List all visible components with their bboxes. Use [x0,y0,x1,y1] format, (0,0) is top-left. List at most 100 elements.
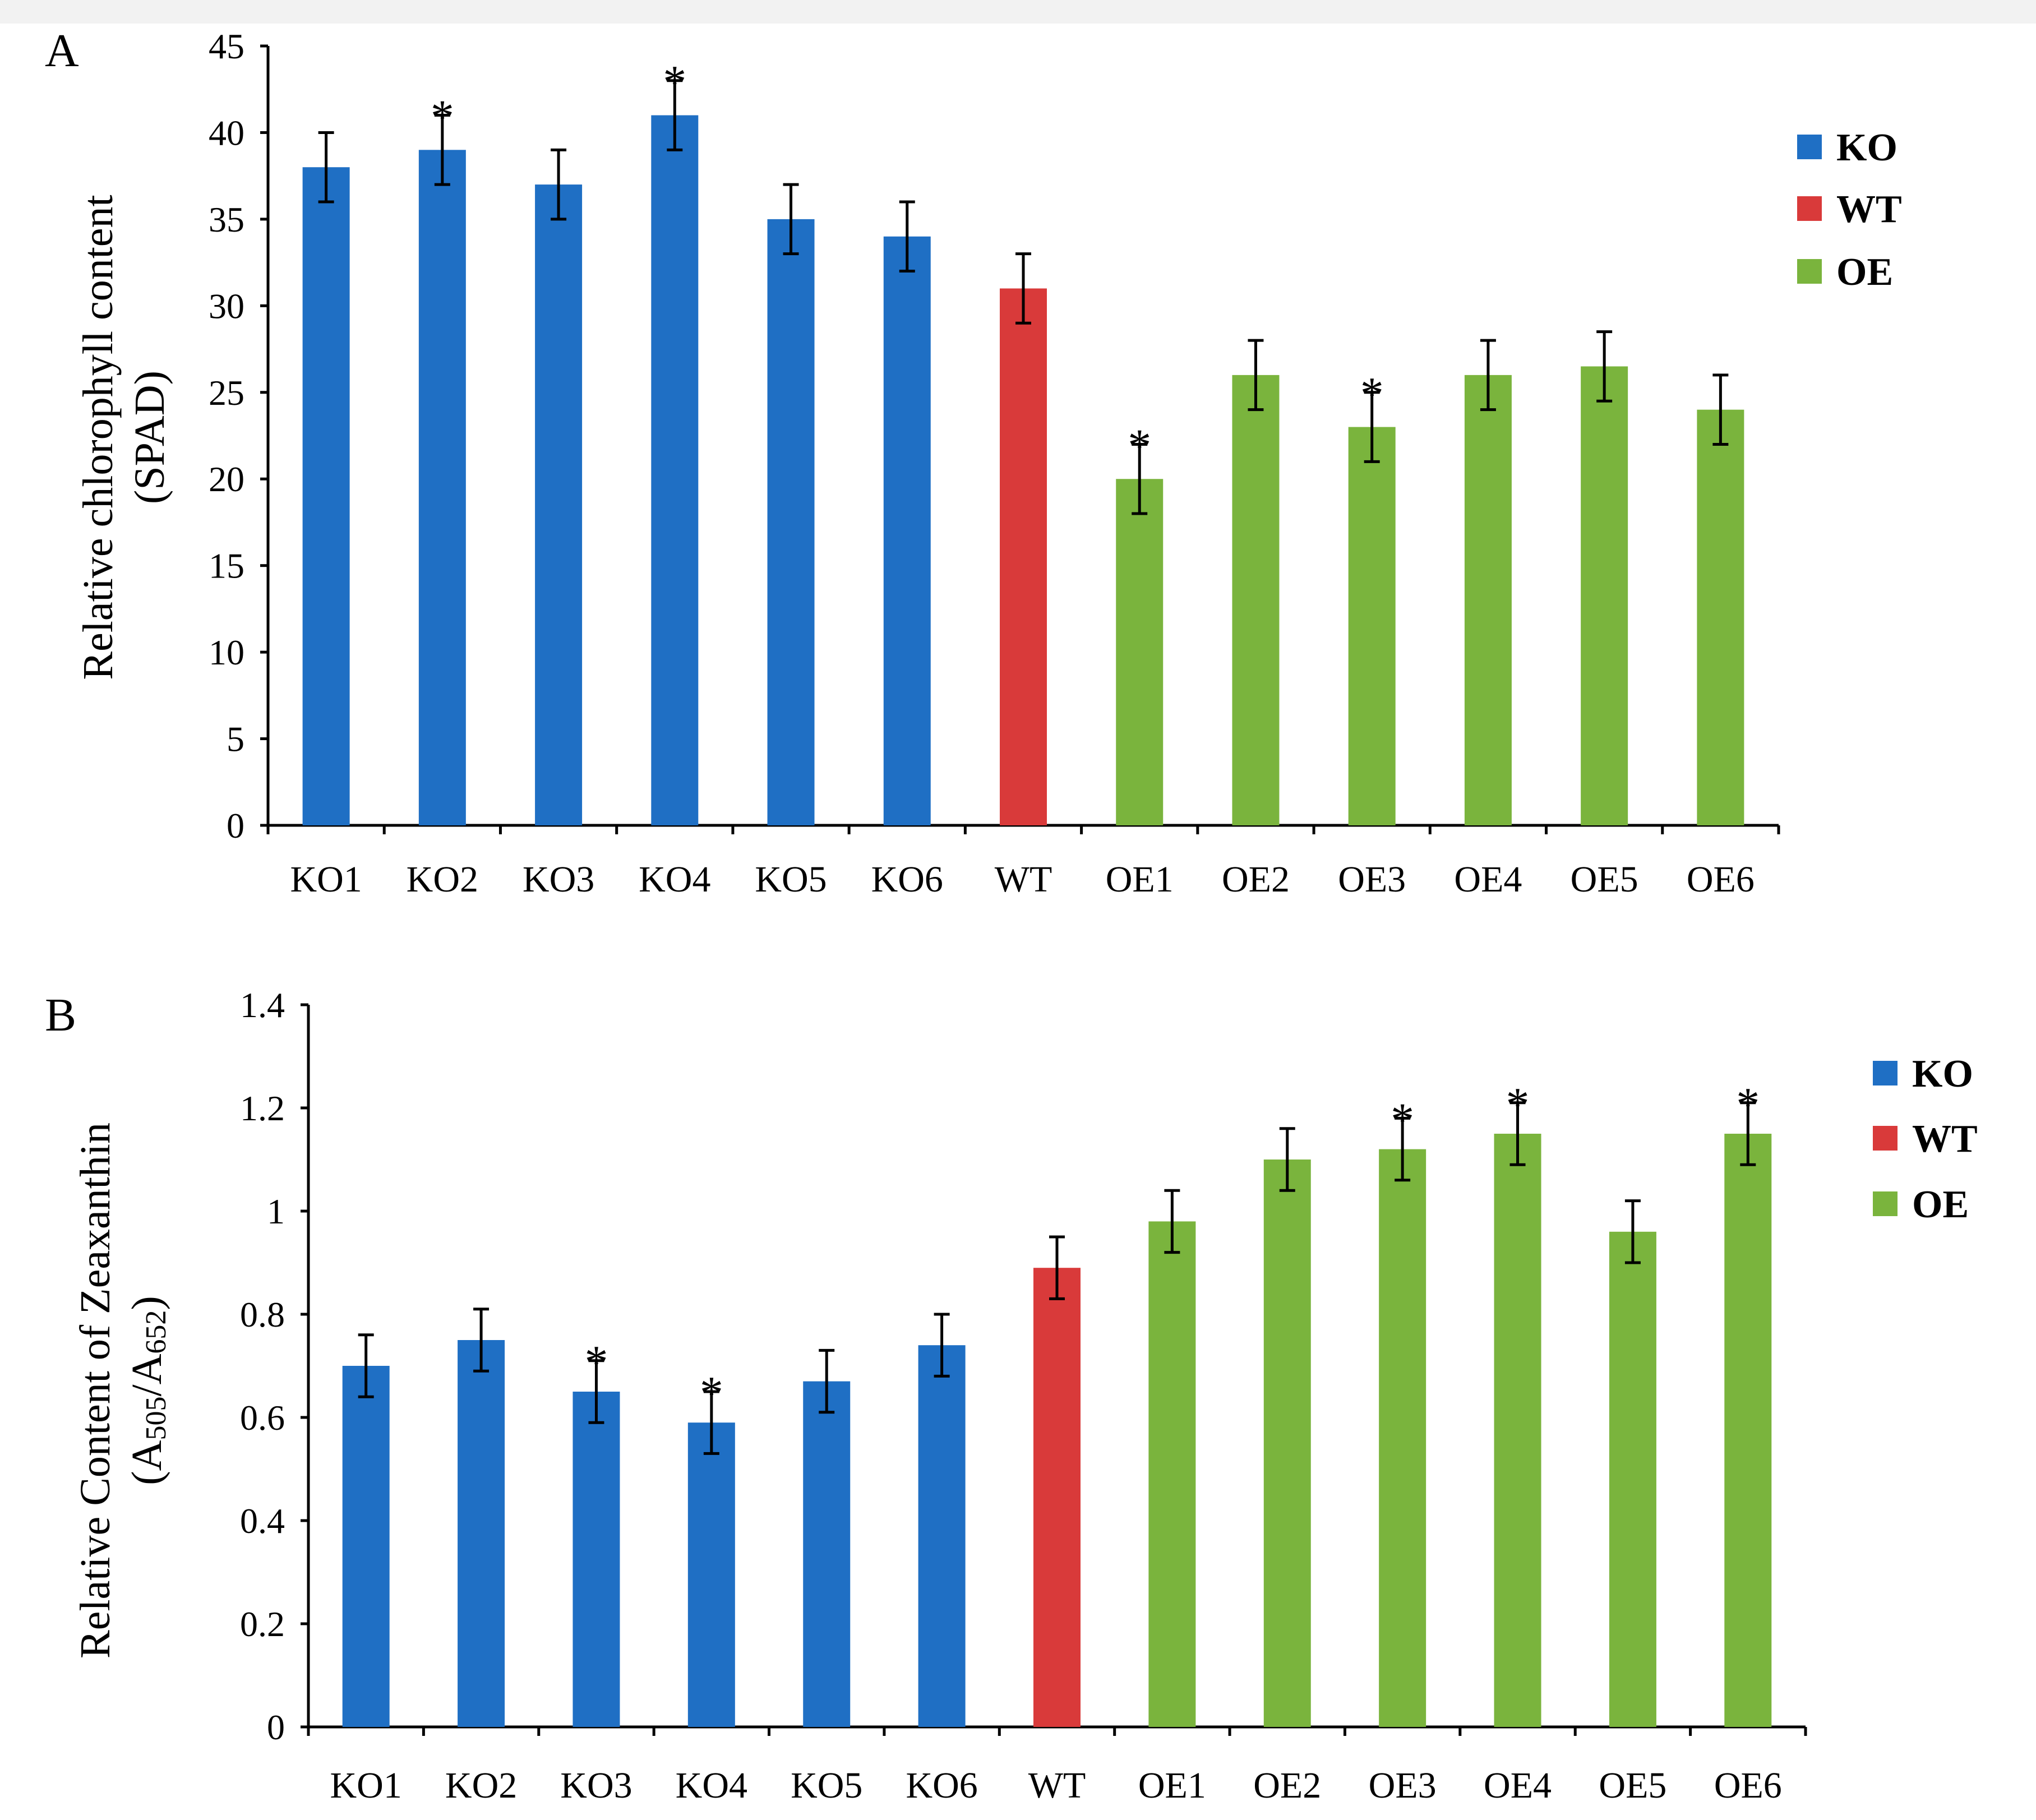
panel-b-category-label-ko5: KO5 [791,1765,862,1806]
panel-a-legend-label-wt: WT [1836,188,1902,231]
panel-a-ylabel-line1: Relative chlorophyll content [75,195,122,680]
ylabel-close: ) [123,1296,170,1310]
panel-b-bar-ko6 [918,1345,966,1727]
panel-b-legend-swatch-ko [1873,1061,1898,1085]
ylabel-open-a: (A [123,1440,170,1485]
panel-a-y-axis-title: Relative chlorophyll content (SPAD) [75,195,173,680]
panel-b-category-label-oe2: OE2 [1253,1765,1321,1806]
panel-b-bar-oe6 [1724,1134,1772,1727]
panel-b-legend-label-oe: OE [1912,1183,1969,1226]
panel-b-category-label-ko6: KO6 [906,1765,977,1806]
panel-a-category-label-ko4: KO4 [639,859,710,900]
panel-b-significance-star-oe4: * [1506,1078,1530,1130]
panel-b-y-tick-label: 0.6 [240,1398,285,1438]
panel-a-y-tick-label: 10 [209,632,244,672]
panel-b-y-tick-label: 0.4 [240,1501,285,1541]
panel-b-bar-ko5 [803,1381,851,1727]
panel-b-ylabel-line2: (A505/A652) [123,1296,172,1485]
panel-a-category-label-ko3: KO3 [523,859,594,900]
panel-b-y-axis-title: Relative Content of Zeaxanthin (A505/A65… [72,1123,172,1659]
panel-a-bar-ko5 [767,219,815,825]
panel-a-y-tick-label: 5 [227,719,244,759]
panel-b-category-label-ko2: KO2 [445,1765,517,1806]
panel-b-significance-star-ko4: * [700,1367,723,1419]
panel-a-category-label-oe4: OE4 [1454,859,1522,900]
panel-b-bar-ko4 [687,1422,735,1727]
panel-b-category-label-wt: WT [1028,1765,1086,1806]
panel-a-bar-oe6 [1697,409,1744,825]
panel-a-y-tick-label: 25 [209,373,244,413]
panel-b-y-tick-label: 1 [267,1191,285,1231]
panel-a-y-tick-label: 0 [227,806,244,846]
panel-b-category-label-oe4: OE4 [1484,1765,1552,1806]
panel-a-legend-label-ko: KO [1836,126,1898,169]
panel-a-category-label-oe3: OE3 [1338,859,1406,900]
panel-a-y-tick-label: 20 [209,459,244,499]
panel-a-bar-oe1 [1116,479,1164,825]
panel-a-bar-oe3 [1348,427,1396,825]
panel-b-category-label-ko4: KO4 [676,1765,747,1806]
panel-a-y-tick-label: 40 [209,113,244,153]
panel-b-legend-swatch-oe [1873,1191,1898,1216]
panel-b-legend-label-wt: WT [1912,1117,1978,1161]
panel-b-legend-label-ko: KO [1912,1052,1973,1096]
ylabel-sub-652: 652 [140,1310,172,1354]
panel-a-bar-ko4 [651,115,699,826]
panel-a-bar-wt [1000,288,1047,825]
panel-a-significance-star-oe3: * [1360,368,1384,420]
panel-a-legend-swatch-ko [1797,135,1822,159]
panel-b-bar-ko3 [573,1392,620,1727]
panel-a-category-label-wt: WT [995,859,1052,900]
panel-b-bar-oe2 [1263,1160,1311,1727]
panel-a-category-label-ko1: KO1 [290,859,362,900]
panel-a-legend-label-oe: OE [1836,251,1893,294]
panel-a-category-label-oe1: OE1 [1106,859,1174,900]
panel-a-y-tick-label: 45 [209,26,244,66]
panel-a-bar-oe2 [1232,375,1280,825]
panel-a-legend: KO WT OE [1797,126,1902,294]
ylabel-sub-505: 505 [140,1397,172,1440]
panel-a-bar-ko2 [418,150,466,825]
panel-b-category-label-oe5: OE5 [1599,1765,1666,1806]
panel-b-bar-wt [1033,1268,1081,1727]
panel-b-bar-oe1 [1148,1221,1196,1727]
panel-b-bar-ko1 [342,1366,390,1727]
panel-b-axes: 0 0.2 0.4 0.6 0.8 1 1.2 1.4 [240,985,1807,1747]
panel-a-bar-ko3 [535,184,583,826]
panel-b-bar-oe5 [1609,1231,1656,1727]
panel-a-letter: A [45,25,79,77]
panel-a-ylabel-line2: (SPAD) [126,371,173,504]
panel-b-category-label-ko3: KO3 [560,1765,632,1806]
panel-a-y-tick-label: 35 [209,200,244,239]
panel-a-y-tick-label: 15 [209,546,244,586]
panel-b-chart: B Relative Content of Zeaxanthin (A505/A… [45,985,1978,1806]
panel-b-category-label-oe3: OE3 [1369,1765,1437,1806]
panel-a-legend-swatch-wt [1797,196,1822,221]
panel-b-significance-star-oe6: * [1736,1078,1760,1130]
panel-b-significance-star-oe3: * [1391,1093,1414,1145]
panel-a-significance-star-oe1: * [1128,419,1151,472]
panel-b-y-tick-label: 0.8 [240,1295,285,1334]
panel-b-y-tick-label: 1.4 [240,985,285,1025]
panel-b-y-tick-label: 0.2 [240,1604,285,1644]
panel-a-category-label-oe2: OE2 [1222,859,1290,900]
panel-b-category-label-oe1: OE1 [1138,1765,1206,1806]
panel-a-bar-ko6 [883,236,931,825]
panel-b-y-tick-label: 0 [267,1707,285,1747]
panel-a-chart: A Relative chlorophyll content (SPAD) 0 5… [45,25,1902,900]
panel-a-category-label-oe6: OE6 [1687,859,1755,900]
panel-a-bar-ko1 [302,167,350,826]
panel-a-significance-star-ko4: * [663,56,686,108]
panel-b-y-tick-label: 1.2 [240,1088,285,1128]
panel-a-category-label-ko6: KO6 [871,859,943,900]
panel-a-significance-star-ko2: * [431,91,454,143]
ylabel-slash-a: /A [123,1354,170,1396]
panel-b-letter: B [45,989,76,1041]
panel-b-legend-swatch-wt [1873,1126,1898,1151]
panel-b-bars: KO1 KO2 * KO3 * KO4 KO5 KO6 WT OE1 OE2 * OE3 * OE4 OE5 *… [330,1078,1782,1806]
panel-b-legend: KO WT OE [1873,1052,1978,1226]
panel-b-ylabel-line1: Relative Content of Zeaxanthin [72,1123,119,1659]
panel-a-y-tick-label: 30 [209,286,244,326]
panel-a-category-label-ko5: KO5 [755,859,827,900]
